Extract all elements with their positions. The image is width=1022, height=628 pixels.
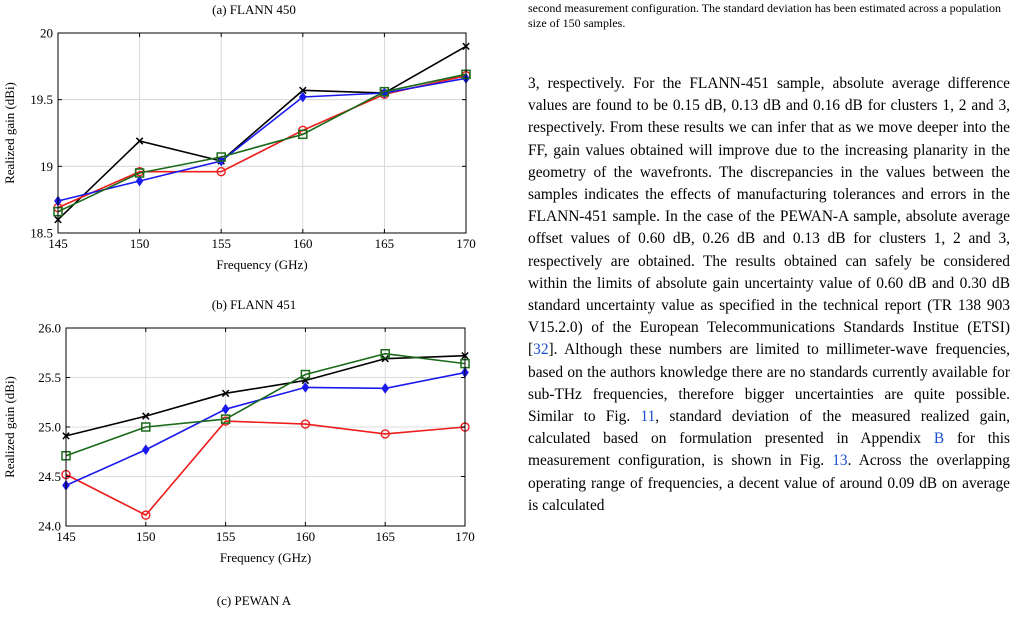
y-axis-label: Realized gain (dBi): [2, 376, 17, 478]
series-2: [54, 72, 470, 207]
series-3: [53, 69, 471, 217]
data-point-0-4: [381, 354, 389, 363]
data-point-0-1: [142, 412, 150, 420]
series-line-2: [57, 77, 467, 202]
series-line-2: [65, 371, 466, 487]
x-tick-label: 150: [136, 529, 156, 544]
ref-link-appendix-b[interactable]: B: [933, 430, 945, 448]
y-tick-label: 24.0: [38, 519, 61, 534]
x-tick-label: 145: [48, 236, 68, 251]
data-point-3-4: [380, 348, 390, 359]
x-tick-label: 170: [456, 236, 476, 251]
series-2: [62, 367, 469, 491]
series-1: [53, 70, 471, 213]
series-0: [62, 351, 469, 440]
series-line-1: [65, 420, 466, 517]
series-3: [61, 348, 470, 461]
caption-c: (c) PEWAN A: [216, 593, 292, 608]
y-axis-label: Realized gain (dBi): [2, 82, 17, 184]
y-tick-label: 25.0: [38, 420, 61, 435]
data-point-3-3: [298, 129, 308, 140]
x-tick-label: 165: [375, 236, 395, 251]
data-point-2-1: [141, 444, 150, 456]
data-point-3-2: [216, 152, 226, 162]
series-line-3: [57, 73, 467, 213]
y-tick-label: 26.0: [38, 321, 61, 336]
series-0: [54, 42, 470, 224]
grid: [57, 32, 467, 234]
data-point-2-3: [298, 91, 307, 103]
x-axis-label: Frequency (GHz): [216, 257, 307, 272]
chart-flann-451: 145 150 155 160 165 170 24.0 24.5 25.0 25.5 26.0 Fr…: [2, 321, 475, 566]
x-tick-label: 160: [296, 529, 316, 544]
series-line-0: [65, 354, 466, 437]
caption-b: (b) FLANN 451: [211, 297, 297, 312]
data-point-2-2: [221, 403, 230, 415]
data-point-0-3: [299, 86, 307, 95]
series-line-3: [65, 352, 466, 457]
body-paragraph: 3, respectively. For the FLANN-451 sampl…: [528, 75, 1010, 514]
data-point-3-4: [379, 86, 390, 97]
caption-a: (a) FLANN 450: [212, 2, 296, 17]
data-point-1-4: [380, 429, 390, 439]
x-tick-label: 160: [293, 236, 313, 251]
ref-link-32[interactable]: 32: [533, 341, 549, 359]
data-point-3-3: [300, 369, 311, 380]
data-point-1-1: [141, 510, 151, 520]
data-point-2-4: [381, 383, 390, 394]
data-point-1-2: [216, 166, 226, 177]
figure-caption-note: second measurement configuration. The st…: [528, 1, 1001, 30]
x-tick-label: 155: [211, 236, 231, 251]
x-tick-label: 165: [375, 529, 395, 544]
series-1: [61, 416, 470, 520]
data-point-0-1: [135, 137, 144, 145]
data-point-3-1: [134, 168, 145, 178]
y-tick-label: 19: [40, 159, 53, 174]
x-tick-label: 150: [130, 236, 150, 251]
x-axis-label: Frequency (GHz): [220, 550, 311, 565]
y-tick-label: 18.5: [30, 226, 53, 241]
y-tick-label: 24.5: [38, 469, 61, 484]
y-tick-label: 25.5: [38, 370, 61, 385]
ref-link-fig-13[interactable]: 13: [832, 452, 848, 470]
x-tick-label: 170: [455, 529, 475, 544]
y-tick-label: 19.5: [30, 92, 53, 107]
data-point-3-1: [141, 422, 151, 432]
series-line-0: [57, 45, 467, 221]
plot-frame: [57, 32, 467, 234]
chart-flann-450: 145 150 155 160 165 170 18.5 19 19.5 20 Frequency …: [2, 26, 476, 273]
data-point-1-3: [300, 419, 311, 429]
data-point-2-1: [135, 175, 144, 187]
x-tick-label: 155: [216, 529, 236, 544]
x-tick-label: 145: [56, 529, 76, 544]
y-tick-label: 20: [40, 26, 53, 41]
data-point-2-3: [301, 382, 310, 393]
ref-link-fig-11[interactable]: 11: [640, 408, 656, 426]
data-point-0-2: [221, 389, 230, 398]
series-line-1: [57, 74, 467, 209]
data-point-3-2: [220, 414, 231, 424]
